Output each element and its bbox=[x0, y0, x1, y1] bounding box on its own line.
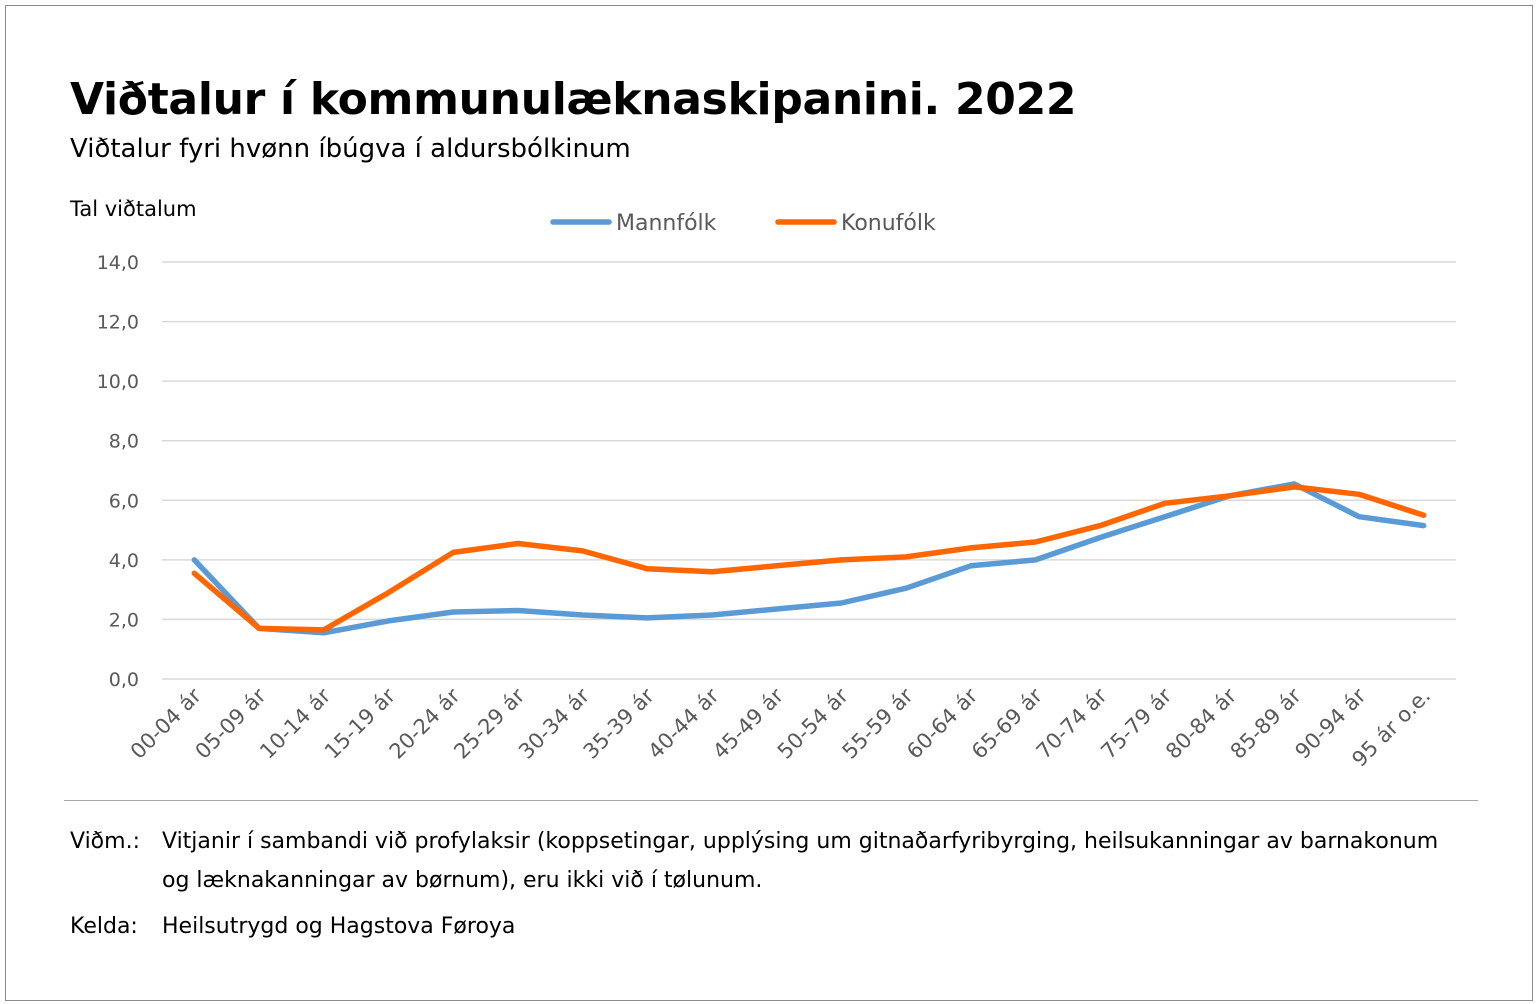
y-tick-label: 4,0 bbox=[109, 550, 139, 572]
legend-label: Konufólk bbox=[841, 211, 936, 236]
footnote-text: Vitjanir í sambandi við profylaksir (kop… bbox=[162, 829, 1439, 893]
source-text: Heilsutrygd og Hagstova Føroya bbox=[162, 914, 516, 939]
chart-subtitle: Viðtalur fyri hvønn íbúgva í aldursbólki… bbox=[70, 134, 631, 164]
source-label: Kelda: bbox=[70, 914, 138, 939]
series-line-0 bbox=[191, 481, 1427, 636]
y-tick-label: 14,0 bbox=[97, 252, 139, 274]
y-tick-label: 6,0 bbox=[109, 490, 139, 512]
source-row: Kelda: Heilsutrygd og Hagstova Føroya bbox=[70, 907, 1470, 947]
series-lines bbox=[191, 481, 1427, 636]
gridlines bbox=[162, 261, 1456, 680]
y-tick-label: 0,0 bbox=[109, 669, 139, 691]
legend: Mannfólk Konufólk bbox=[550, 211, 936, 236]
y-tick-label: 10,0 bbox=[97, 371, 139, 393]
y-axis-label: Tal viðtalum bbox=[70, 197, 197, 221]
footnote-row: Viðm.: Vitjanir í sambandi við profylaks… bbox=[70, 822, 1470, 902]
y-tick-label: 8,0 bbox=[109, 431, 139, 453]
footnote-label: Viðm.: bbox=[70, 829, 140, 854]
y-tick-labels: 0,0 2,0 4,0 6,0 8,0 10,0 12,0 14,0 bbox=[97, 252, 139, 691]
footer-divider bbox=[64, 800, 1478, 801]
legend-label: Mannfólk bbox=[616, 211, 717, 236]
chart-title: Viðtalur í kommunulæknaskipanini. 2022 bbox=[70, 74, 1077, 125]
y-tick-label: 12,0 bbox=[97, 312, 139, 334]
y-tick-label: 2,0 bbox=[109, 609, 139, 631]
series-line-1 bbox=[191, 484, 1427, 633]
chart-frame bbox=[5, 5, 1533, 1001]
